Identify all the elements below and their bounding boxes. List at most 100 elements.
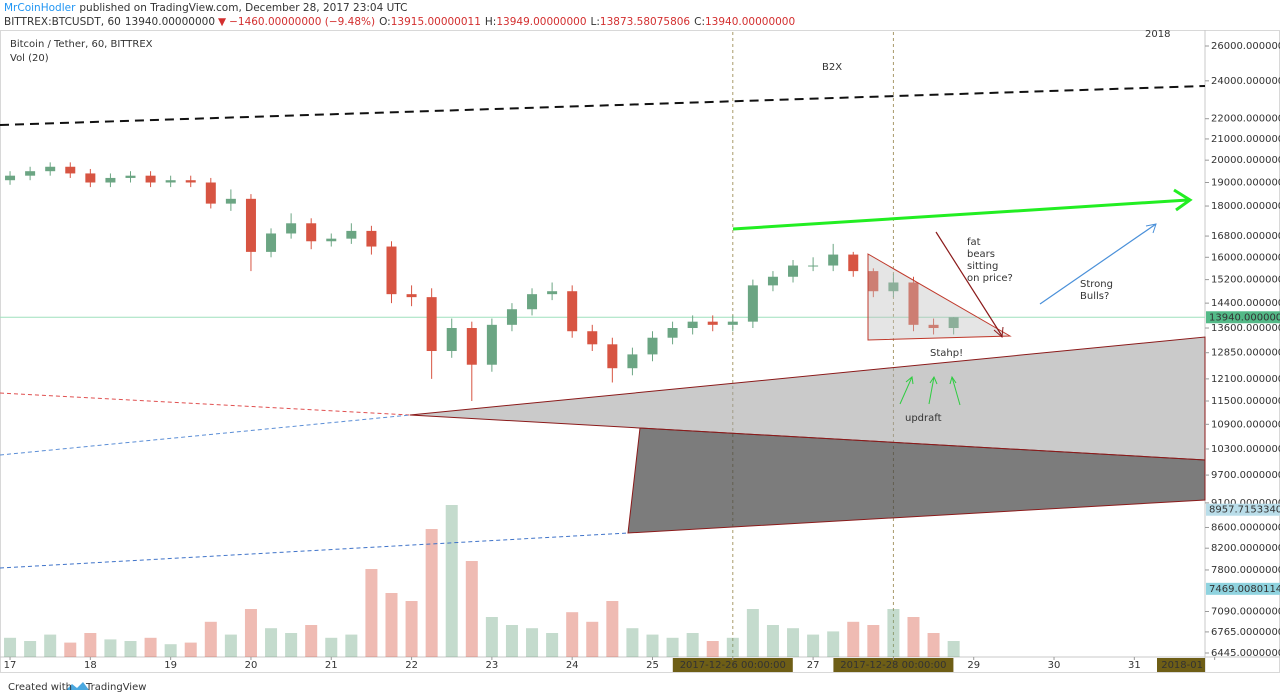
candle-body — [828, 254, 839, 266]
candle-body — [687, 321, 698, 329]
y-tick-label: 24000.00000000 — [1211, 76, 1280, 87]
candle-body — [506, 309, 517, 325]
author-link[interactable]: MrCoinHodler — [4, 2, 76, 14]
candle-body — [205, 182, 216, 204]
volume-bar — [887, 609, 900, 657]
price-label-box — [1206, 311, 1280, 324]
y-tick-label: 12850.00000000 — [1211, 348, 1280, 359]
quote-line: BITTREX:BTCUSDT, 60 13940.00000000 ▼ −1460.… — [4, 16, 795, 28]
annotation: Stahp! — [930, 348, 963, 359]
x-tick-label: 30 — [1048, 660, 1061, 671]
annotation: updraft — [905, 413, 942, 424]
volume-bar — [546, 633, 559, 657]
annotation: B2X — [822, 62, 842, 73]
candle-body — [65, 166, 76, 174]
volume-bar — [44, 634, 57, 657]
candle-body — [185, 180, 196, 183]
green-arrowhead — [1173, 188, 1193, 212]
y-tick-label: 10300.00000000 — [1211, 444, 1280, 455]
price-label: 8957.71533403 — [1209, 505, 1280, 516]
x-tick-label: 2017-12-28 00:00:00 — [840, 660, 946, 671]
annotation: on price? — [967, 273, 1013, 284]
red-arrow — [935, 231, 1003, 337]
volume-bar — [345, 634, 358, 657]
candle-body — [547, 291, 558, 295]
y-tick-label: 9100.00000000 — [1211, 498, 1280, 509]
candle-body — [928, 324, 939, 329]
drawings — [0, 85, 1206, 569]
blue-arrow — [1039, 223, 1157, 305]
price-label-box — [1206, 503, 1280, 516]
header-line: MrCoinHodler published on TradingView.com… — [4, 2, 407, 14]
x-tick-label: 27 — [807, 660, 820, 671]
green-arrow — [732, 198, 1189, 231]
y-tick-label: 10900.00000000 — [1211, 419, 1280, 430]
candle-body — [326, 238, 337, 242]
candle-body — [165, 180, 176, 183]
annotation: 2018 — [1145, 29, 1170, 40]
volume-bar — [746, 609, 759, 657]
annotation: sitting — [967, 261, 998, 272]
volume-bar — [365, 569, 378, 657]
candle-body — [406, 294, 417, 298]
candle-body — [888, 282, 899, 292]
small-arrowhead — [949, 375, 957, 385]
candle-body — [225, 198, 236, 204]
candle-body — [747, 285, 758, 322]
x-tick-label: 18 — [84, 660, 97, 671]
low-value: 13873.58075806 — [600, 16, 691, 28]
volume-bar — [285, 633, 298, 657]
x-tick-highlight — [672, 658, 793, 672]
candle-body — [808, 265, 819, 267]
candle-body — [145, 175, 156, 183]
volume-bar — [807, 634, 820, 657]
x-tick-label: 20 — [245, 660, 258, 671]
volume-bar — [64, 642, 77, 657]
volume-bar — [526, 628, 539, 657]
x-tick-label: 23 — [486, 660, 499, 671]
y-tick-label: 8600.00000000 — [1211, 522, 1280, 533]
volume-bar — [626, 628, 639, 657]
change: −1460.00000000 (−9.48%) — [229, 16, 375, 28]
candle-body — [386, 246, 397, 295]
candle-body — [587, 331, 598, 345]
candle-body — [627, 354, 638, 369]
y-tick-label: 16000.00000000 — [1211, 252, 1280, 263]
candle-body — [266, 233, 277, 252]
volume-bar — [485, 617, 498, 657]
dark-wedge-drawing — [627, 427, 1206, 534]
x-tick-label: 24 — [566, 660, 579, 671]
candle-body — [5, 175, 16, 181]
candle-body — [446, 328, 457, 352]
y-tick-label: 12100.00000000 — [1211, 374, 1280, 385]
indicator-label: Vol (20) — [10, 53, 49, 64]
high-value: 13949.00000000 — [496, 16, 586, 28]
y-tick-label: 13600.00000000 — [1211, 323, 1280, 334]
chart-title: Bitcoin / Tether, 60, BITTREX — [10, 39, 153, 50]
volume-bar — [104, 639, 117, 657]
footer-brand[interactable]: TradingView — [85, 682, 146, 693]
annotation: Bulls? — [1080, 291, 1109, 302]
axes: 26000.00000000 24000.00000000 22000.000000… — [4, 41, 1280, 672]
footer-created: Created with — [8, 682, 72, 693]
volume-bar — [4, 637, 17, 657]
volume-bar — [305, 625, 318, 657]
candle-body — [767, 276, 778, 286]
candle-body — [948, 317, 959, 329]
candle-body — [868, 271, 879, 292]
volume-bar — [867, 625, 880, 657]
x-tick-label: 29 — [967, 660, 980, 671]
volume-bar — [24, 641, 37, 657]
volume-bar — [847, 621, 860, 657]
volume-bar — [425, 529, 438, 657]
candle-body — [727, 321, 738, 325]
annotation: fat — [967, 237, 981, 248]
candle-body — [667, 328, 678, 338]
y-tick-label: 9700.00000000 — [1211, 470, 1280, 481]
x-tick-label: 21 — [325, 660, 338, 671]
candle-body — [527, 294, 538, 310]
small-arrowhead — [929, 375, 938, 385]
candle-body — [908, 282, 919, 325]
x-tick-label: 25 — [646, 660, 659, 671]
